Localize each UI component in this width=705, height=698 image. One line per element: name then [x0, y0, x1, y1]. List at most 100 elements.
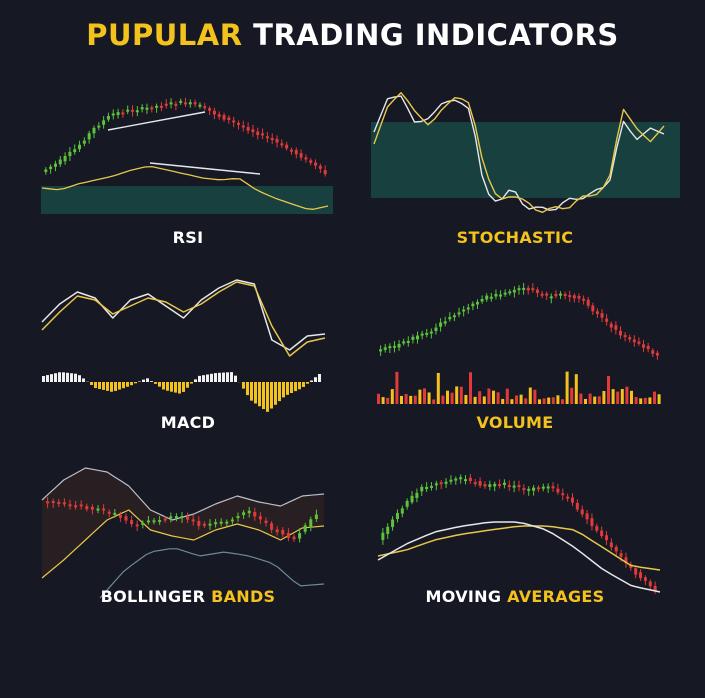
rsi-candle: [78, 144, 82, 150]
bollinger-candle: [113, 512, 117, 515]
volume-candle: [531, 288, 535, 291]
volume-bar: [588, 393, 592, 404]
volume-bar: [409, 395, 413, 404]
bollinger-candle: [202, 523, 206, 526]
macd-signal-line: [41, 281, 326, 357]
volume-candle: [480, 298, 484, 302]
macd-histogram-bar: [42, 376, 45, 382]
volume-bar: [607, 375, 610, 404]
rsi-candle: [256, 131, 260, 136]
volume-candle: [609, 323, 613, 328]
moving-averages-candle: [643, 577, 647, 581]
rsi-candle: [179, 100, 183, 103]
bollinger-bands-label: BOLLINGER BANDS: [100, 587, 276, 606]
macd-histogram-bar: [294, 382, 297, 392]
moving-averages-candle: [634, 568, 638, 575]
bollinger-candle: [158, 520, 162, 523]
macd-histogram-bar: [234, 375, 237, 382]
bollinger-candle: [163, 518, 167, 521]
volume-candle: [526, 287, 530, 291]
volume-bar: [524, 398, 528, 404]
macd-histogram-bar: [230, 372, 233, 382]
bollinger-candle: [186, 516, 190, 520]
volume-candle: [392, 345, 396, 348]
rsi-candle: [116, 112, 120, 116]
rsi-candle: [294, 150, 298, 155]
bollinger-candle: [264, 520, 268, 523]
volume-bar: [616, 391, 620, 404]
volume-bar: [446, 390, 449, 404]
macd-histogram-bar: [314, 377, 317, 382]
volume-bar: [547, 397, 551, 404]
volume-bar: [501, 398, 505, 404]
macd-histogram-bar: [266, 382, 269, 412]
moving-averages-candle: [556, 488, 560, 493]
volume-candle: [628, 337, 632, 340]
volume-bar: [377, 393, 380, 404]
moving-averages-candle: [507, 485, 511, 488]
volume-bar: [551, 397, 555, 404]
moving-averages-candle: [595, 526, 599, 531]
macd-histogram-bar: [206, 374, 209, 382]
bollinger-candle: [303, 525, 307, 532]
volume-candle: [402, 341, 406, 344]
bollinger-candle: [51, 501, 55, 504]
volume-candle: [632, 339, 636, 343]
rsi-candle: [49, 166, 53, 170]
moving-averages-candle: [454, 478, 458, 481]
moving-averages-candle: [653, 586, 657, 592]
volume-candle: [471, 303, 475, 307]
volume-candle: [425, 332, 429, 335]
bollinger-candle: [219, 521, 223, 524]
macd-histogram-bar: [78, 375, 81, 382]
moving-averages-candle: [429, 485, 433, 488]
macd-histogram-bar: [242, 382, 245, 389]
macd-histogram-bar: [50, 374, 53, 382]
rsi-candle: [126, 109, 130, 112]
volume-bar: [441, 395, 445, 404]
macd-histogram-bar: [310, 380, 313, 382]
moving-averages-candle: [449, 479, 453, 482]
moving-averages-candle: [464, 479, 468, 482]
moving-averages-candle: [575, 502, 579, 510]
macd-histogram-bar: [54, 373, 57, 382]
macd-histogram-bar: [318, 374, 321, 382]
stochastic-zone: [371, 122, 680, 198]
volume-candle: [563, 294, 567, 297]
moving-averages-candle: [566, 496, 570, 499]
volume-candle: [591, 305, 595, 312]
volume-candle: [637, 341, 641, 344]
moving-averages-candle: [381, 532, 385, 540]
rsi-candle: [68, 151, 72, 157]
macd-histogram-bar: [126, 382, 129, 387]
moving-averages-candle: [488, 484, 492, 487]
stochastic-chart: [371, 91, 680, 214]
volume-bar: [574, 374, 578, 404]
volume-bar: [473, 396, 477, 404]
volume-candle: [577, 295, 581, 299]
volume-chart: [377, 282, 661, 404]
bollinger-candle: [68, 504, 72, 507]
moving-averages-candle: [512, 485, 516, 488]
volume-candle: [540, 293, 544, 296]
macd-line: [41, 279, 326, 351]
rsi-candle: [92, 127, 96, 134]
volume-bar: [634, 397, 638, 404]
volume-bar: [579, 393, 583, 404]
volume-bar: [533, 389, 537, 404]
volume-bar: [510, 399, 514, 404]
volume-bar: [469, 372, 472, 404]
macd-chart: [41, 279, 326, 412]
volume-candle: [508, 291, 512, 294]
rsi-candle: [232, 120, 236, 123]
bollinger-candle: [270, 523, 274, 530]
bollinger-candle: [85, 506, 89, 510]
rsi-candle: [97, 125, 101, 128]
macd-histogram-bar: [214, 373, 217, 382]
moving-averages-candle: [410, 495, 414, 503]
volume-candle: [388, 346, 392, 349]
macd-histogram-bar: [134, 382, 137, 384]
volume-candle: [429, 331, 433, 334]
volume-bar: [593, 396, 597, 404]
volume-bar: [381, 397, 385, 404]
